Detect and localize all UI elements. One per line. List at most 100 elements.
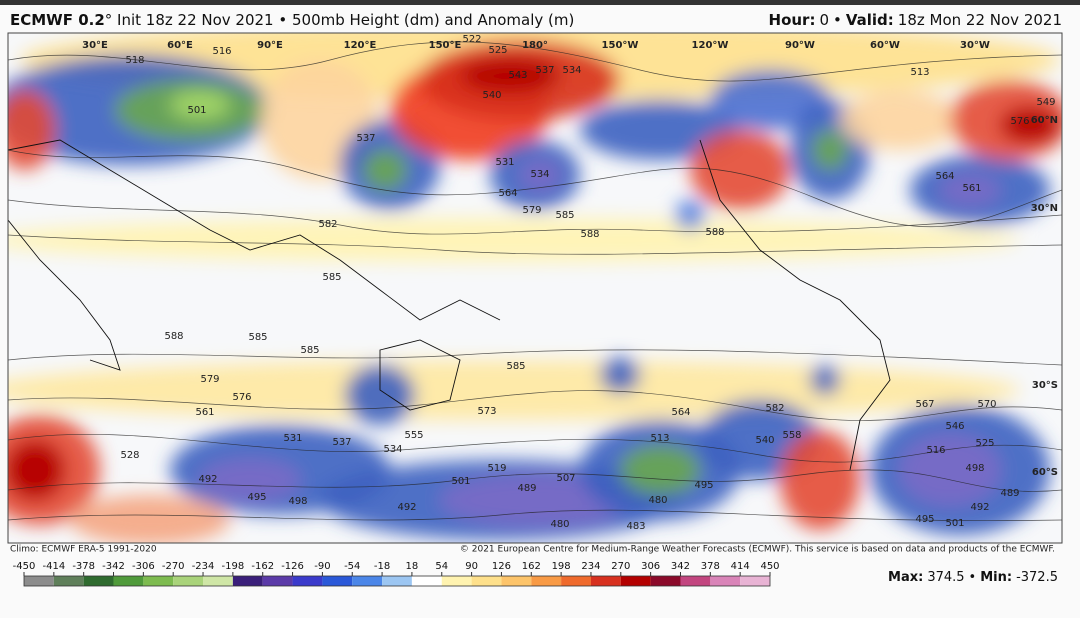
contour-line <box>8 349 1062 366</box>
colorbar-bin <box>710 576 741 586</box>
max: 374.5 <box>927 570 964 585</box>
contour-label: 498 <box>288 496 307 507</box>
colorbar-tick-label: -342 <box>102 561 125 572</box>
map-frame <box>7 32 1063 544</box>
colorbar-bin <box>232 576 263 586</box>
hour-label: Hour: <box>769 11 816 29</box>
map-labels: 30°E 60°E 90°E 120°E 150°E 180° 150°W 120°W 90°W… <box>82 34 1058 532</box>
anomaly-blob <box>8 90 55 170</box>
stats: Max: 374.5 • Min: -372.5 <box>888 570 1058 585</box>
colorbar-bin <box>24 576 54 586</box>
anomaly-blob <box>780 430 860 530</box>
longitude-label: 120°E <box>344 40 377 51</box>
colorbar-bin <box>620 576 651 586</box>
contour-label: 519 <box>487 463 506 474</box>
max-label: Max: <box>888 570 923 585</box>
colorbar-bin <box>53 576 84 586</box>
contour-label: 537 <box>535 65 554 76</box>
contour-label: 558 <box>782 430 801 441</box>
contour-label: 582 <box>318 219 337 230</box>
latitude-label: 30°S <box>1032 380 1058 391</box>
colorbar: -450 -414 -378 -342 -306 -270 -234 -198 -162 -126… <box>13 561 780 587</box>
min: -372.5 <box>1016 570 1058 585</box>
contour-line <box>8 433 1062 463</box>
anomaly-blob <box>345 365 415 425</box>
contour-label: 534 <box>530 169 549 180</box>
anomaly-blob <box>620 445 700 495</box>
coastlines <box>8 139 891 471</box>
contour-label: 549 <box>1036 97 1055 108</box>
contour-label: 579 <box>200 374 219 385</box>
colorbar-tick-label: -450 <box>13 561 36 572</box>
contour-label: 540 <box>482 90 501 101</box>
header-right: Hour: 0 • Valid: 18z Mon 22 Nov 2021 <box>769 11 1062 29</box>
colorbar-tick-label: -414 <box>42 561 65 572</box>
contour-label: 573 <box>477 406 496 417</box>
colorbar-tick-label: 162 <box>522 561 541 572</box>
colorbar-bin <box>203 576 233 586</box>
contour-label: 534 <box>562 65 581 76</box>
model: ECMWF 0.2 <box>10 11 105 29</box>
contour-label: 483 <box>626 521 645 532</box>
contour-line <box>8 509 1062 522</box>
contour-label: 561 <box>962 183 981 194</box>
contour-label: 585 <box>248 332 267 343</box>
contour-label: 495 <box>915 514 934 525</box>
contour-label: 555 <box>404 430 423 441</box>
min-label: Min: <box>980 570 1012 585</box>
colorbar-bin <box>501 576 532 586</box>
hour: 0 <box>819 11 829 29</box>
valid: 18z Mon 22 Nov 2021 <box>898 11 1062 29</box>
contour-label: 507 <box>556 473 575 484</box>
contour-label: 564 <box>935 171 954 182</box>
colorbar-tick-label: 54 <box>435 561 448 572</box>
contour-label: 582 <box>765 403 784 414</box>
contour-label: 588 <box>705 227 724 238</box>
colorbar-tick-label: -18 <box>374 561 390 572</box>
contour-label: 489 <box>1000 488 1019 499</box>
longitude-label: 90°E <box>257 40 283 51</box>
valid-label: Valid: <box>846 11 894 29</box>
colorbar-tick-label: 234 <box>581 561 600 572</box>
climo: Climo: ECMWF ERA-5 1991-2020 <box>10 545 157 555</box>
anomaly-blob <box>1000 107 1060 143</box>
anomaly-blob <box>840 90 960 150</box>
colorbar-bin <box>680 576 711 586</box>
contour-label: 546 <box>945 421 964 432</box>
latitude-label: 30°N <box>1031 203 1058 214</box>
contour-label: 585 <box>555 210 574 221</box>
colorbar-bin <box>292 576 323 586</box>
anomaly-blob <box>810 365 840 395</box>
colorbar-tick-label: -270 <box>162 561 185 572</box>
contour-label: 567 <box>915 399 934 410</box>
colorbar-tick-label: -90 <box>314 561 330 572</box>
contour-label: 518 <box>125 55 144 66</box>
longitude-label: 60°W <box>870 40 900 51</box>
contour-label: 480 <box>648 495 667 506</box>
contour-label: 516 <box>212 46 231 57</box>
header: ECMWF 0.2° Init 18z 22 Nov 2021 • 500mb … <box>10 11 1062 29</box>
contour-label: 579 <box>522 205 541 216</box>
contour-label: 528 <box>120 450 139 461</box>
anomaly-blob <box>690 130 790 210</box>
copyright: © 2021 European Centre for Medium-Range … <box>460 545 1055 555</box>
coastline <box>8 219 121 371</box>
colorbar-tick-label: -198 <box>222 561 245 572</box>
colorbar-bin <box>352 576 383 586</box>
contour-label: 585 <box>322 272 341 283</box>
contours <box>8 41 1062 522</box>
anomaly-blob <box>600 357 640 393</box>
colorbar-tick-label: -162 <box>251 561 274 572</box>
contour-line <box>8 41 1062 82</box>
contour-label: 531 <box>495 157 514 168</box>
contour-label: 576 <box>232 392 251 403</box>
contour-label: 498 <box>965 463 984 474</box>
contour-label: 525 <box>975 438 994 449</box>
coastline <box>699 139 891 471</box>
contour-line <box>8 390 1062 421</box>
map <box>8 33 1062 543</box>
contour-label: 585 <box>300 345 319 356</box>
longitude-label: 30°E <box>82 40 108 51</box>
contour-label: 513 <box>910 67 929 78</box>
